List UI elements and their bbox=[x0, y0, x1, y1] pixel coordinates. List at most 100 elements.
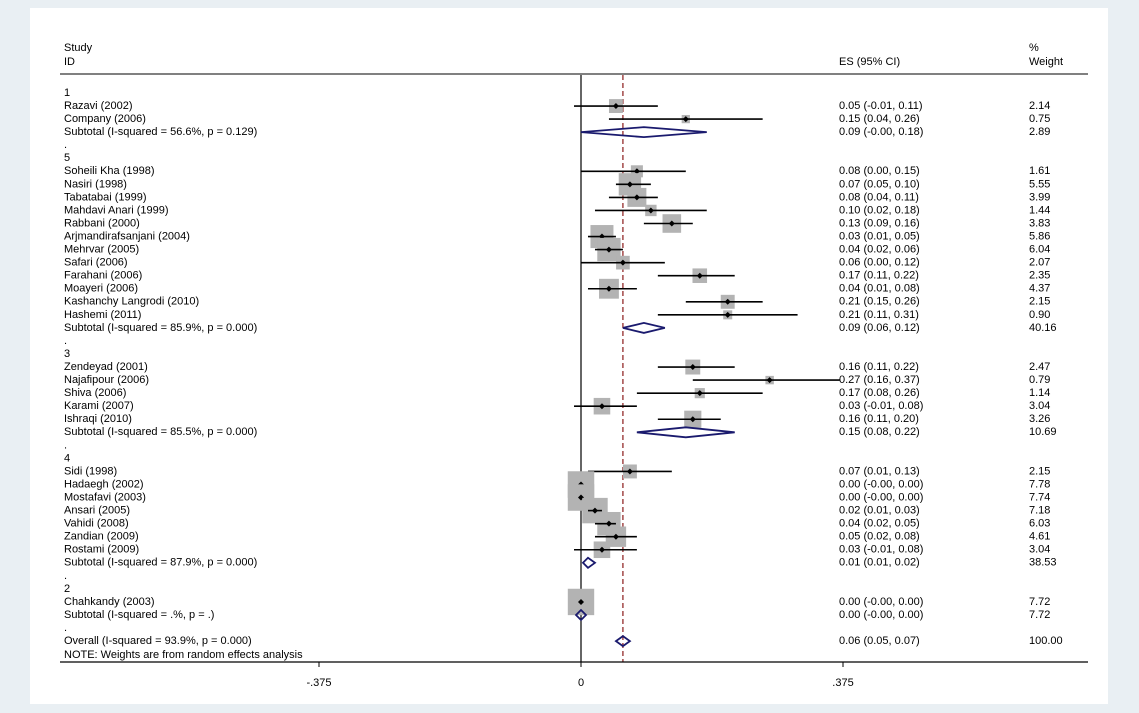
point-estimate bbox=[689, 416, 696, 423]
subtotal-es-ci: 0.15 (0.08, 0.22) bbox=[839, 426, 920, 438]
study-label: Farahani (2006) bbox=[64, 270, 142, 282]
study-weight: 2.15 bbox=[1029, 465, 1050, 477]
study-weight: 4.37 bbox=[1029, 283, 1050, 295]
group-separator: . bbox=[64, 439, 67, 451]
study-label: Company (2006) bbox=[64, 113, 146, 125]
group-label: 5 bbox=[64, 152, 70, 164]
subtotal-diamond bbox=[581, 556, 597, 569]
study-weight: 2.15 bbox=[1029, 296, 1050, 308]
study-weight: 3.83 bbox=[1029, 217, 1050, 229]
study-label: Arjmandirafsanjani (2004) bbox=[64, 230, 190, 242]
study-es-ci: 0.04 (0.02, 0.06) bbox=[839, 244, 920, 256]
point-estimate bbox=[598, 546, 605, 553]
overall-label: Overall (I-squared = 93.9%, p = 0.000) bbox=[64, 635, 252, 647]
group-separator: . bbox=[64, 139, 67, 151]
subtotal-weight: 40.16 bbox=[1029, 322, 1057, 334]
study-weight: 5.86 bbox=[1029, 230, 1050, 242]
weights-note: NOTE: Weights are from random effects an… bbox=[64, 649, 303, 661]
x-tick-label: .375 bbox=[832, 677, 853, 689]
study-label: Tabatabai (1999) bbox=[64, 191, 147, 203]
subtotal-label: Subtotal (I-squared = .%, p = .) bbox=[64, 609, 214, 621]
study-label: Kashanchy Langrodi (2010) bbox=[64, 296, 199, 308]
study-es-ci: 0.00 (-0.00, 0.00) bbox=[839, 596, 923, 608]
overall-weight: 100.00 bbox=[1029, 635, 1063, 647]
study-label: Sidi (1998) bbox=[64, 465, 117, 477]
study-weight: 3.04 bbox=[1029, 544, 1050, 556]
study-label: Mostafavi (2003) bbox=[64, 491, 146, 503]
group-label: 1 bbox=[64, 87, 70, 99]
study-es-ci: 0.06 (0.00, 0.12) bbox=[839, 257, 920, 269]
study-label: Ishraqi (2010) bbox=[64, 413, 132, 425]
study-weight: 2.35 bbox=[1029, 270, 1050, 282]
study-weight: 7.78 bbox=[1029, 478, 1050, 490]
study-label: Nasiri (1998) bbox=[64, 178, 127, 190]
plot-panel: Study ID ES (95% CI)% Weight 1 Razavi (2002) 0… bbox=[30, 8, 1108, 704]
subtotal-diamond bbox=[580, 126, 707, 139]
subtotal-weight: 7.72 bbox=[1029, 609, 1050, 621]
study-es-ci: 0.17 (0.11, 0.22) bbox=[839, 270, 919, 282]
study-weight: 6.03 bbox=[1029, 518, 1050, 530]
study-es-ci: 0.04 (0.01, 0.08) bbox=[839, 283, 920, 295]
study-weight: 6.04 bbox=[1029, 244, 1050, 256]
header-weight-pct: % bbox=[1029, 42, 1039, 54]
point-estimate bbox=[612, 103, 619, 110]
study-es-ci: 0.13 (0.09, 0.16) bbox=[839, 217, 920, 229]
study-label: Razavi (2002) bbox=[64, 100, 132, 112]
group-label: 4 bbox=[64, 452, 70, 464]
header-es-ci: ES (95% CI) bbox=[839, 56, 900, 68]
study-weight: 3.26 bbox=[1029, 413, 1050, 425]
study-label: Rabbani (2000) bbox=[64, 217, 140, 229]
study-es-ci: 0.02 (0.01, 0.03) bbox=[839, 505, 920, 517]
study-es-ci: 0.16 (0.11, 0.20) bbox=[839, 413, 919, 425]
study-label: Chahkandy (2003) bbox=[64, 596, 155, 608]
study-weight: 7.72 bbox=[1029, 596, 1050, 608]
study-weight: 4.61 bbox=[1029, 531, 1050, 543]
study-es-ci: 0.07 (0.01, 0.13) bbox=[839, 465, 920, 477]
study-weight: 1.14 bbox=[1029, 387, 1050, 399]
subtotal-es-ci: 0.09 (-0.00, 0.18) bbox=[839, 126, 923, 138]
point-estimate bbox=[682, 116, 689, 123]
study-weight: 1.61 bbox=[1029, 165, 1050, 177]
group-separator: . bbox=[64, 335, 67, 347]
study-label: Moayeri (2006) bbox=[64, 283, 138, 295]
point-estimate bbox=[591, 507, 598, 514]
subtotal-label: Subtotal (I-squared = 85.5%, p = 0.000) bbox=[64, 426, 257, 438]
group-label: 3 bbox=[64, 348, 70, 360]
x-tick-label: -.375 bbox=[306, 677, 331, 689]
overall-es-ci: 0.06 (0.05, 0.07) bbox=[839, 635, 920, 647]
header-study: Study bbox=[64, 42, 93, 54]
study-label: Mehrvar (2005) bbox=[64, 244, 139, 256]
point-estimate bbox=[724, 311, 731, 318]
study-es-ci: 0.17 (0.08, 0.26) bbox=[839, 387, 920, 399]
x-tick-label: 0 bbox=[578, 677, 584, 689]
point-estimate bbox=[578, 598, 584, 605]
point-estimate bbox=[696, 390, 703, 397]
subtotal-diamond bbox=[622, 321, 666, 334]
study-es-ci: 0.15 (0.04, 0.26) bbox=[839, 113, 920, 125]
header-id: ID bbox=[64, 56, 75, 68]
study-label: Hadaegh (2002) bbox=[64, 478, 144, 490]
study-weight: 0.90 bbox=[1029, 309, 1050, 321]
study-label: Shiva (2006) bbox=[64, 387, 126, 399]
study-es-ci: 0.07 (0.05, 0.10) bbox=[839, 178, 920, 190]
study-label: Vahidi (2008) bbox=[64, 518, 129, 530]
study-es-ci: 0.05 (-0.01, 0.11) bbox=[839, 100, 923, 112]
subtotal-label: Subtotal (I-squared = 56.6%, p = 0.129) bbox=[64, 126, 257, 138]
study-es-ci: 0.21 (0.15, 0.26) bbox=[839, 296, 920, 308]
point-estimate bbox=[626, 181, 633, 188]
study-label: Karami (2007) bbox=[64, 400, 134, 412]
group-label: 2 bbox=[64, 583, 70, 595]
group-separator: . bbox=[64, 622, 67, 634]
subtotal-es-ci: 0.00 (-0.00, 0.00) bbox=[839, 609, 923, 621]
study-weight: 0.75 bbox=[1029, 113, 1050, 125]
study-es-ci: 0.00 (-0.00, 0.00) bbox=[839, 478, 923, 490]
point-estimate bbox=[626, 468, 633, 475]
study-weight: 2.07 bbox=[1029, 257, 1050, 269]
study-es-ci: 0.03 (-0.01, 0.08) bbox=[839, 544, 923, 556]
subtotal-diamond bbox=[636, 426, 735, 439]
subtotal-es-ci: 0.09 (0.06, 0.12) bbox=[839, 322, 920, 334]
study-label: Mahdavi Anari (1999) bbox=[64, 204, 169, 216]
group-separator: . bbox=[64, 570, 67, 582]
point-estimate bbox=[612, 533, 619, 540]
